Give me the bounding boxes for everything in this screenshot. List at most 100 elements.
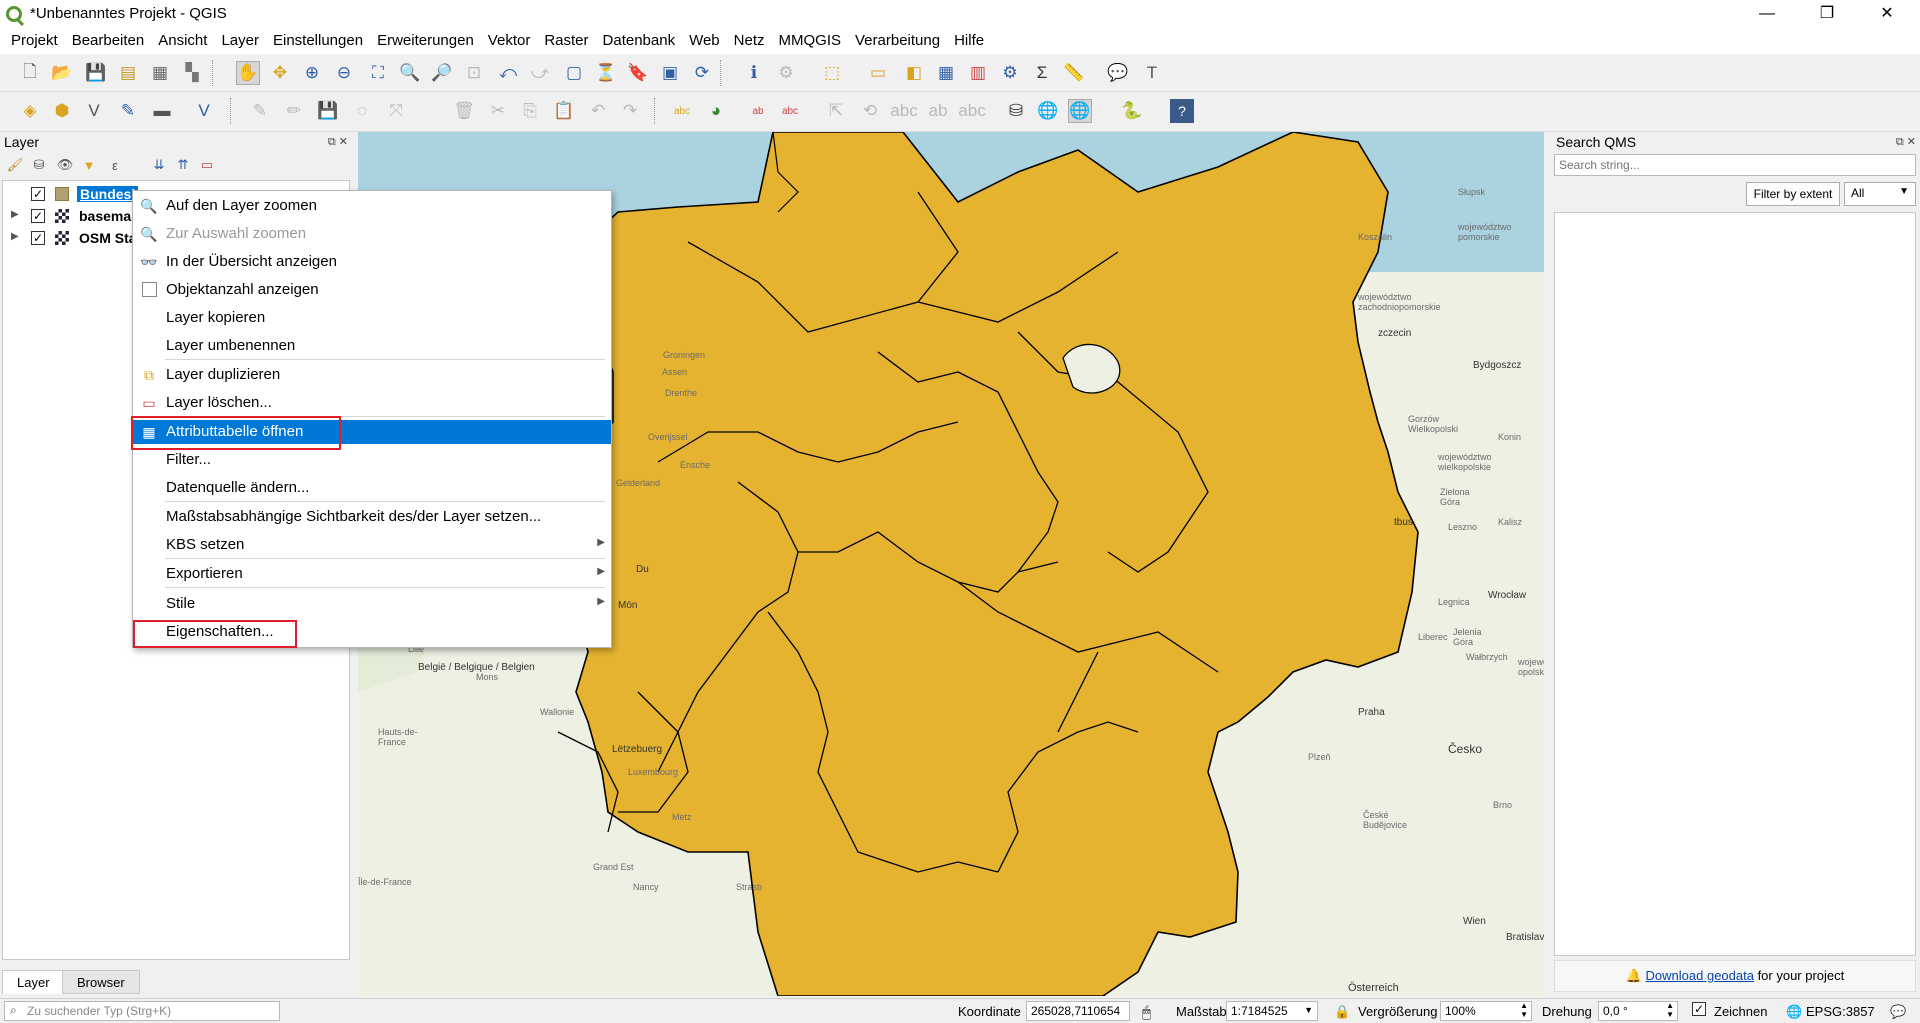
move-label-icon[interactable]: ⇱	[828, 101, 844, 120]
menu-item-rename-layer[interactable]: Layer umbenennen	[166, 337, 296, 354]
expand-arrow-icon[interactable]: ▶	[11, 209, 19, 220]
mouse-coordinate-toggle-icon[interactable]: 🖱	[1142, 1004, 1152, 1021]
temporal-icon[interactable]: ⏳	[595, 63, 617, 82]
cut-features-icon[interactable]: ✂	[490, 101, 506, 120]
menu-item-filter[interactable]: Filter...	[166, 451, 212, 468]
zoom-native-icon[interactable]: ⊡	[466, 63, 482, 82]
processing-toolbox-icon[interactable]: ⚙	[1002, 63, 1018, 82]
collapse-all-icon[interactable]: ⇈	[177, 157, 189, 172]
layer-row-basemap[interactable]: ▶ ✓ basema	[3, 205, 349, 227]
spinner-arrows-icon[interactable]: ▲ ▼	[1666, 1001, 1674, 1019]
new-project-icon[interactable]: 🗋	[23, 61, 37, 81]
search-qms-icon[interactable]: 🌐	[1068, 99, 1092, 123]
menu-item-zoom-to-layer[interactable]: 🔍 Auf den Layer zoomen	[140, 197, 317, 214]
spinner-arrows-icon[interactable]: ▲ ▼	[1520, 1001, 1528, 1019]
deselect-icon[interactable]: ◧	[905, 63, 923, 82]
menu-item-copy-layer[interactable]: Layer kopieren	[166, 309, 266, 326]
menu-item-change-data-source[interactable]: Datenquelle ändern...	[166, 479, 310, 496]
label-properties-icon[interactable]: abc	[958, 101, 986, 120]
text-annotation-icon[interactable]: T	[1146, 63, 1158, 82]
download-geodata-link[interactable]: Download geodata	[1645, 968, 1754, 983]
expand-all-icon[interactable]: ⇊	[153, 157, 165, 172]
menu-item-duplicate-layer[interactable]: ⧉ Layer duplizieren	[133, 363, 611, 387]
temporary-layer-icon[interactable]: ▬	[153, 101, 171, 120]
add-vector-icon[interactable]: V	[88, 101, 100, 120]
quickmapservices-icon[interactable]: 🌐	[1037, 101, 1059, 120]
remove-layer-icon[interactable]: ▭	[200, 157, 214, 172]
identify-icon[interactable]: ℹ	[750, 63, 758, 82]
highlight-labels-icon[interactable]: abc	[781, 105, 799, 117]
diagram-icon[interactable]: ◕	[710, 101, 722, 120]
zoom-last-icon[interactable]: ⤺	[498, 63, 518, 82]
open-project-icon[interactable]: 📂	[51, 63, 73, 82]
new-geopackage-icon[interactable]: ⬢	[54, 101, 70, 120]
menu-item-open-attribute-table[interactable]: ▦ Attributtabelle öffnen	[133, 420, 611, 444]
new-print-layout-icon[interactable]: ▤	[119, 63, 137, 82]
menu-hilfe[interactable]: Hilfe	[954, 32, 985, 49]
filter-legend-icon[interactable]: ▼	[82, 157, 96, 173]
qms-type-select[interactable]: All ▼	[1844, 182, 1916, 206]
select-features-icon[interactable]: ⬚	[823, 63, 841, 82]
redo-icon[interactable]: ↷	[622, 101, 638, 120]
layer-row-bundeslaender[interactable]: ✓ Bundesl	[3, 183, 349, 205]
pan-tool-icon[interactable]: ✋	[236, 61, 260, 85]
pan-to-selection-icon[interactable]: ✥	[272, 63, 288, 82]
menu-erweiterungen[interactable]: Erweiterungen	[377, 32, 474, 49]
vertex-tool-icon[interactable]: ⤧	[389, 101, 403, 120]
rotate-label-icon[interactable]: ⟲	[862, 101, 878, 120]
pin-labels-icon[interactable]: ab	[752, 105, 764, 117]
menu-datenbank[interactable]: Datenbank	[602, 32, 676, 49]
zoom-out-icon[interactable]: ⊖	[336, 63, 352, 82]
save-edits-icon[interactable]: 💾	[317, 101, 339, 120]
menu-einstellungen[interactable]: Einstellungen	[272, 32, 364, 49]
menu-item-styles[interactable]: Stile ▶	[166, 595, 605, 612]
menu-item-zoom-to-selection[interactable]: 🔍 Zur Auswahl zoomen	[140, 225, 307, 242]
menu-item-show-feature-count[interactable]: Objektanzahl anzeigen	[133, 278, 611, 302]
crs-icon[interactable]: 🌐	[1786, 1004, 1803, 1019]
tab-layer[interactable]: Layer	[2, 970, 65, 994]
add-feature-icon[interactable]: ◌	[356, 101, 368, 120]
filter-expression-icon[interactable]: ε	[112, 157, 118, 173]
style-manager-icon[interactable]: ▚	[185, 63, 199, 82]
minimize-button[interactable]: —	[1759, 5, 1775, 22]
scale-select[interactable]: 1:7184525 ▼	[1226, 1001, 1318, 1021]
map-tips-icon[interactable]: 💬	[1107, 63, 1129, 82]
messages-icon[interactable]: 💬	[1890, 1004, 1907, 1019]
bookmark-icon[interactable]: 🔖	[627, 63, 649, 82]
zoom-full-icon[interactable]: ⛶	[372, 63, 384, 82]
crs-button[interactable]: EPSG:3857	[1806, 1004, 1875, 1019]
toggle-editing-icon[interactable]: ✏	[286, 101, 302, 120]
tab-browser[interactable]: Browser	[62, 970, 140, 994]
manage-visibility-icon[interactable]: 👁	[56, 157, 74, 172]
layer-row-osm[interactable]: ▶ ✓ OSM Sta	[3, 227, 349, 249]
delete-selected-icon[interactable]: 🗑	[453, 101, 475, 120]
virtual-layer-icon[interactable]: V	[198, 101, 210, 120]
menu-bearbeiten[interactable]: Bearbeiten	[71, 32, 145, 49]
change-label-icon[interactable]: abc	[890, 101, 918, 120]
show-hide-label-icon[interactable]: ab	[928, 101, 948, 120]
qms-search-input[interactable]	[1554, 154, 1916, 176]
current-edits-icon[interactable]: ✎	[252, 101, 268, 120]
menu-netz[interactable]: Netz	[733, 32, 765, 49]
zoom-in-icon[interactable]: ⊕	[304, 63, 320, 82]
render-checkbox[interactable]: ✓	[1692, 1002, 1706, 1016]
measure-icon[interactable]: 📏	[1063, 63, 1085, 82]
layer-visibility-checkbox[interactable]: ✓	[31, 231, 45, 245]
open-attribute-table-icon[interactable]: ▦	[937, 63, 955, 82]
menu-item-scale-visibility[interactable]: Maßstabsabhängige Sichtbarkeit des/der L…	[166, 508, 542, 525]
layer-visibility-checkbox[interactable]: ✓	[31, 187, 45, 201]
undo-icon[interactable]: ↶	[590, 101, 606, 120]
paste-features-icon[interactable]: 📋	[553, 101, 575, 120]
ghost-plugin-icon[interactable]: ⛁	[1008, 101, 1024, 120]
maximize-button[interactable]: ❐	[1819, 5, 1835, 22]
menu-item-show-in-overview[interactable]: 👓 In der Übersicht anzeigen	[140, 253, 337, 270]
copy-features-icon[interactable]: ⎘	[523, 101, 537, 120]
menu-raster[interactable]: Raster	[544, 32, 589, 49]
rotation-spinbox[interactable]: 0,0 ° ▲ ▼	[1598, 1001, 1678, 1021]
close-button[interactable]: ✕	[1880, 5, 1894, 22]
filter-by-extent-button[interactable]: Filter by extent	[1746, 182, 1840, 206]
menu-verarbeitung[interactable]: Verarbeitung	[855, 32, 941, 49]
field-calculator-icon[interactable]: ▥	[969, 63, 987, 82]
zoom-selection-icon[interactable]: 🔍	[399, 63, 421, 82]
new-map-view-icon[interactable]: ▢	[565, 63, 583, 82]
